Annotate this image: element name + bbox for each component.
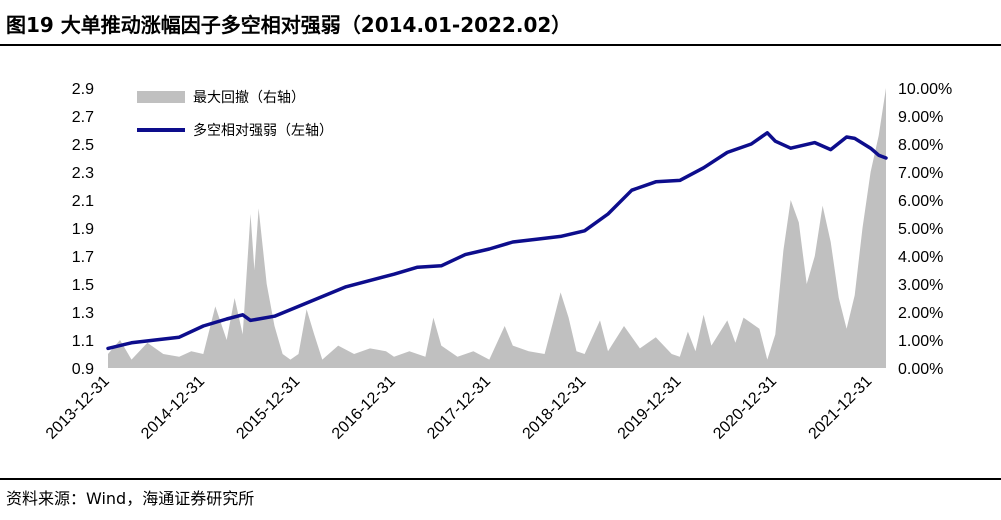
legend-label-strength: 多空相对强弱（左轴） bbox=[193, 122, 333, 138]
right-axis-tick: 4.00% bbox=[898, 249, 943, 266]
left-axis-tick: 2.9 bbox=[72, 81, 94, 98]
source-note: 资料来源：Wind，海通证券研究所 bbox=[6, 489, 255, 508]
header-rule bbox=[0, 44, 1001, 46]
legend-label-drawdown: 最大回撤（右轴） bbox=[193, 89, 305, 105]
right-axis-tick: 6.00% bbox=[898, 193, 943, 210]
right-axis-tick: 10.00% bbox=[898, 81, 952, 98]
right-axis-tick: 1.00% bbox=[898, 333, 943, 350]
right-axis-tick: 0.00% bbox=[898, 361, 943, 378]
x-axis-tick: 2021-12-31 bbox=[806, 373, 876, 443]
x-axis-tick: 2018-12-31 bbox=[520, 373, 590, 443]
x-axis-tick-labels: 2013-12-31 2014-12-31 2015-12-31 2016-12-31… bbox=[43, 373, 876, 443]
right-axis-tick: 8.00% bbox=[898, 137, 943, 154]
left-axis-tick: 2.3 bbox=[72, 165, 94, 182]
left-axis-tick: 1.9 bbox=[72, 221, 94, 238]
right-axis-tick: 5.00% bbox=[898, 221, 943, 238]
legend: 最大回撤（右轴） 多空相对强弱（左轴） bbox=[137, 89, 333, 138]
footer-rule bbox=[0, 478, 1001, 480]
x-axis-tick: 2016-12-31 bbox=[329, 373, 399, 443]
strength-line bbox=[106, 131, 888, 351]
drawdown-area-layer bbox=[108, 88, 886, 368]
right-axis-tick: 2.00% bbox=[898, 305, 943, 322]
left-axis-tick: 2.1 bbox=[72, 193, 94, 210]
left-axis-tick: 1.3 bbox=[72, 305, 94, 322]
left-axis-tick: 1.1 bbox=[72, 333, 94, 350]
chart-canvas: 0.9 1.1 1.3 1.5 1.7 1.9 2.1 2.3 2.5 2.7 2.9 0.00% 1… bbox=[43, 81, 952, 443]
chart-title: 图19 大单推动涨幅因子多空相对强弱（2014.01-2022.02） bbox=[6, 13, 572, 37]
x-axis-tick: 2014-12-31 bbox=[138, 373, 208, 443]
legend-swatch-drawdown bbox=[137, 91, 185, 103]
left-axis-tick: 2.7 bbox=[72, 109, 94, 126]
right-axis-tick: 3.00% bbox=[898, 277, 943, 294]
x-axis-tick: 2017-12-31 bbox=[424, 373, 494, 443]
x-axis-tick: 2013-12-31 bbox=[43, 373, 113, 443]
x-axis-tick: 2015-12-31 bbox=[233, 373, 303, 443]
left-axis-tick: 1.7 bbox=[72, 249, 94, 266]
x-axis-tick: 2019-12-31 bbox=[615, 373, 685, 443]
left-axis-tick: 1.5 bbox=[72, 277, 94, 294]
strength-line-layer bbox=[106, 131, 888, 351]
left-axis-tick: 0.9 bbox=[72, 361, 94, 378]
right-axis-tick: 9.00% bbox=[898, 109, 943, 126]
drawdown-area bbox=[108, 88, 886, 368]
right-axis-tick-labels: 0.00% 1.00% 2.00% 3.00% 4.00% 5.00% 6.00% 7.00%… bbox=[898, 81, 952, 378]
right-axis-tick: 7.00% bbox=[898, 165, 943, 182]
left-axis-tick-labels: 0.9 1.1 1.3 1.5 1.7 1.9 2.1 2.3 2.5 2.7 2.9 bbox=[72, 81, 94, 378]
left-axis-tick: 2.5 bbox=[72, 137, 94, 154]
x-axis-tick: 2020-12-31 bbox=[710, 373, 780, 443]
